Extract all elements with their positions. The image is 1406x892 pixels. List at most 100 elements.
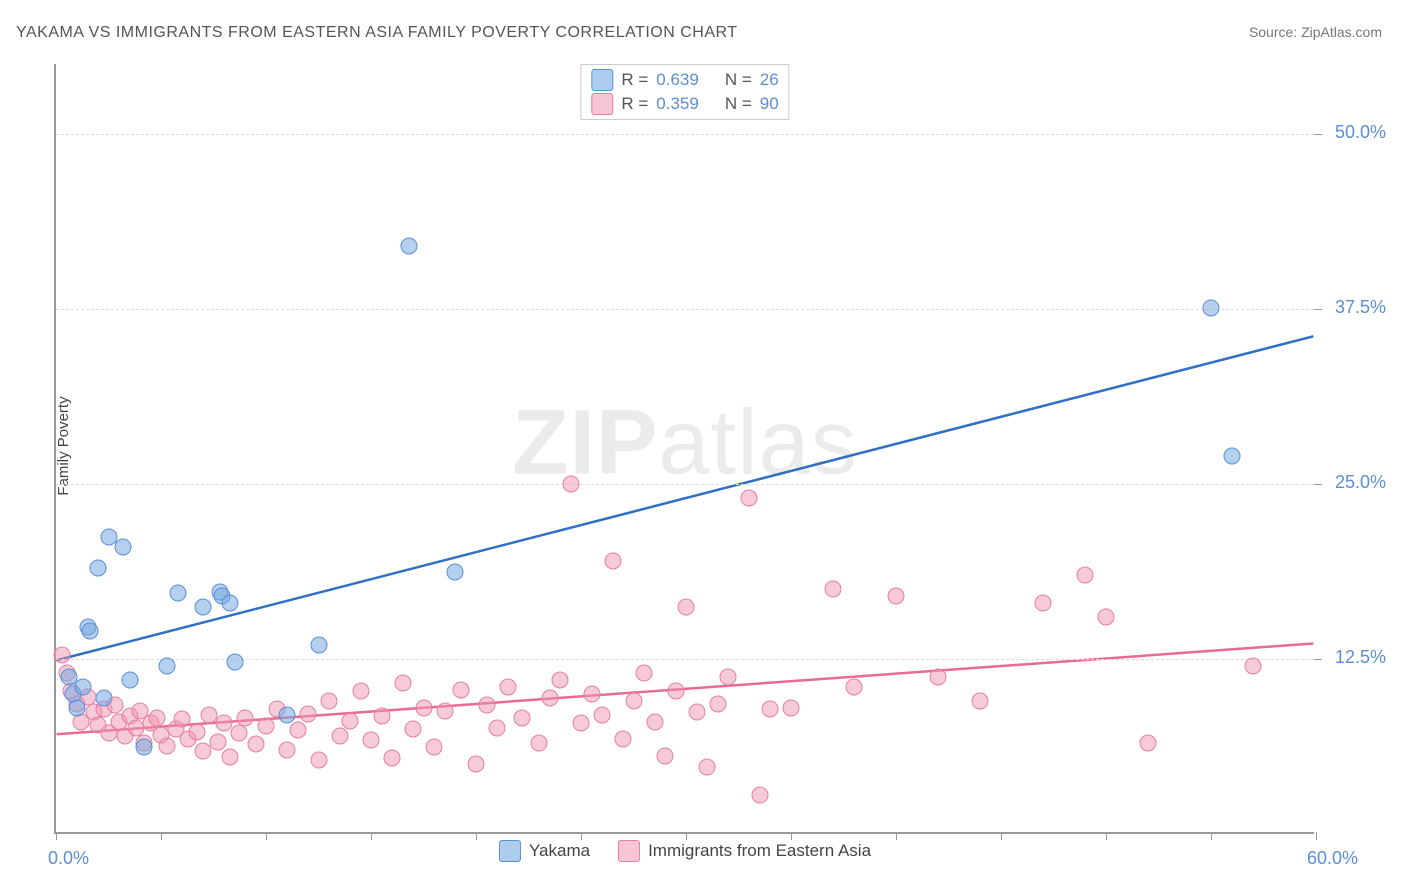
chart-title: YAKAMA VS IMMIGRANTS FROM EASTERN ASIA F… <box>16 24 738 42</box>
plot-area: ZIPatlas R = 0.639 N = 26 R = 0.359 N = … <box>54 64 1314 834</box>
data-point <box>531 735 548 752</box>
data-point <box>121 672 138 689</box>
data-point <box>159 737 176 754</box>
data-point <box>426 739 443 756</box>
gridline <box>56 484 1314 485</box>
x-tick <box>266 832 267 840</box>
gridline <box>56 309 1314 310</box>
data-point <box>625 693 642 710</box>
data-point <box>331 728 348 745</box>
x-tick <box>161 832 162 840</box>
data-point <box>300 705 317 722</box>
data-point <box>783 700 800 717</box>
x-tick <box>686 832 687 840</box>
data-point <box>279 742 296 759</box>
y-tick-label: 12.5% <box>1335 647 1386 668</box>
x-tick <box>476 832 477 840</box>
y-tick-label: 50.0% <box>1335 122 1386 143</box>
swatch-pink-icon <box>618 840 640 862</box>
data-point <box>247 736 264 753</box>
data-point <box>825 581 842 598</box>
data-point <box>1224 448 1241 465</box>
data-point <box>69 700 86 717</box>
data-point <box>1203 299 1220 316</box>
data-point <box>195 599 212 616</box>
data-point <box>751 786 768 803</box>
data-point <box>583 686 600 703</box>
data-point <box>384 750 401 767</box>
legend-row-blue: R = 0.639 N = 26 <box>591 69 778 91</box>
data-point <box>678 599 695 616</box>
correlation-legend: R = 0.639 N = 26 R = 0.359 N = 90 <box>580 64 789 120</box>
data-point <box>1077 567 1094 584</box>
gridline <box>56 659 1314 660</box>
data-point <box>115 539 132 556</box>
data-point <box>342 712 359 729</box>
data-point <box>846 679 863 696</box>
x-tick <box>1316 832 1317 840</box>
data-point <box>447 564 464 581</box>
x-axis-max-label: 60.0% <box>1307 848 1358 869</box>
data-point <box>888 588 905 605</box>
data-point <box>279 707 296 724</box>
data-point <box>310 751 327 768</box>
data-point <box>209 733 226 750</box>
data-point <box>468 756 485 773</box>
data-point <box>688 704 705 721</box>
data-point <box>96 690 113 707</box>
data-point <box>636 665 653 682</box>
data-point <box>594 707 611 724</box>
data-point <box>604 553 621 570</box>
data-point <box>514 709 531 726</box>
data-point <box>90 560 107 577</box>
swatch-pink <box>591 93 613 115</box>
data-point <box>405 721 422 738</box>
x-tick <box>896 832 897 840</box>
data-point <box>541 690 558 707</box>
data-point <box>436 702 453 719</box>
data-point <box>489 719 506 736</box>
data-point <box>310 637 327 654</box>
source-label: Source: ZipAtlas.com <box>1249 24 1382 40</box>
x-tick <box>1106 832 1107 840</box>
data-point <box>258 718 275 735</box>
x-tick <box>581 832 582 840</box>
legend-item-pink: Immigrants from Eastern Asia <box>618 840 871 862</box>
data-point <box>363 732 380 749</box>
series-legend: Yakama Immigrants from Eastern Asia <box>499 840 871 862</box>
data-point <box>195 743 212 760</box>
data-point <box>81 623 98 640</box>
data-point <box>237 709 254 726</box>
data-point <box>1245 658 1262 675</box>
data-point <box>709 695 726 712</box>
data-point <box>400 238 417 255</box>
y-tick-label: 37.5% <box>1335 297 1386 318</box>
data-point <box>562 476 579 493</box>
data-point <box>415 700 432 717</box>
data-point <box>667 683 684 700</box>
data-point <box>54 646 71 663</box>
data-point <box>321 693 338 710</box>
data-point <box>573 715 590 732</box>
data-point <box>289 722 306 739</box>
data-point <box>1140 735 1157 752</box>
legend-item-blue: Yakama <box>499 840 590 862</box>
data-point <box>169 585 186 602</box>
data-point <box>148 709 165 726</box>
data-point <box>226 653 243 670</box>
data-point <box>188 723 205 740</box>
data-point <box>1098 609 1115 626</box>
data-point <box>615 730 632 747</box>
data-point <box>657 747 674 764</box>
data-point <box>174 711 191 728</box>
legend-row-pink: R = 0.359 N = 90 <box>591 93 778 115</box>
gridline <box>56 134 1314 135</box>
data-point <box>136 739 153 756</box>
y-tick-label: 25.0% <box>1335 472 1386 493</box>
x-axis-min-label: 0.0% <box>48 848 89 869</box>
data-point <box>478 697 495 714</box>
data-point <box>699 758 716 775</box>
data-point <box>453 681 470 698</box>
data-point <box>499 679 516 696</box>
data-point <box>552 672 569 689</box>
